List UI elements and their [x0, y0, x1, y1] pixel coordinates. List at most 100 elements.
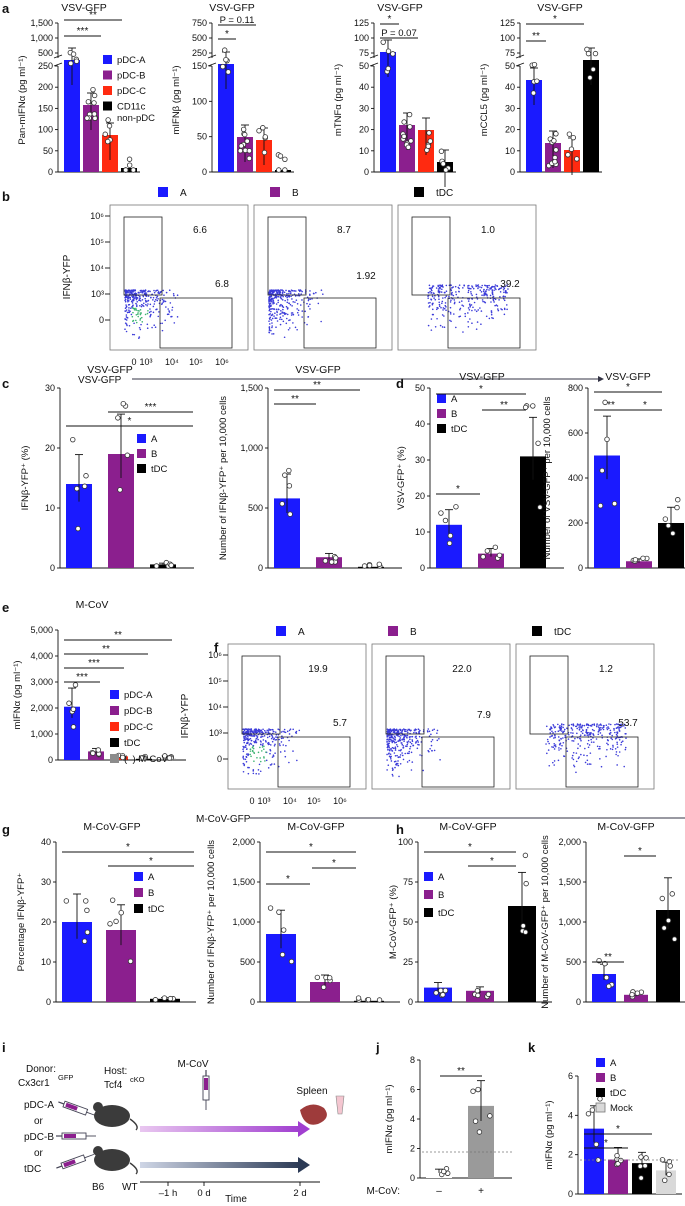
scatter-point: [397, 760, 399, 762]
scatter-point: [243, 764, 246, 767]
significance-label: P = 0.07: [381, 28, 416, 39]
scatter-point: [613, 729, 615, 731]
scatter-point: [304, 310, 306, 313]
scatter-point: [439, 290, 441, 293]
scatter-point: [245, 760, 248, 763]
scatter-point: [315, 291, 317, 294]
scatter-point: [242, 728, 245, 731]
data-point: [279, 951, 286, 958]
scatter-point: [502, 298, 505, 300]
scatter-point: [453, 302, 456, 305]
scatter-point: [414, 728, 417, 731]
y-tick-label: 30: [415, 455, 425, 465]
scatter-point: [616, 764, 618, 766]
x-axis-label: M-CoV-GFP: [196, 814, 251, 825]
scatter-point: [562, 723, 565, 726]
legend-swatch: [424, 908, 433, 917]
scatter-point: [489, 288, 492, 290]
y-axis-label: Pan-mIFNα (pg ml⁻¹): [17, 55, 28, 144]
scatter-point: [615, 737, 618, 739]
scatter-point: [256, 736, 259, 739]
scatter-point: [125, 330, 128, 333]
y-tick-label: 30: [45, 383, 55, 393]
scatter-point: [169, 302, 172, 304]
scatter-point: [406, 731, 409, 734]
scatter-point: [248, 744, 251, 746]
scatter-point: [550, 727, 553, 730]
y-tick-label: 10: [505, 146, 515, 156]
y-tick-label: 0: [578, 563, 583, 573]
data-point: [441, 1168, 447, 1175]
gate-lower: [159, 297, 233, 349]
scatter-point: [453, 299, 456, 301]
data-point: [440, 992, 446, 998]
scatter-point: [289, 292, 292, 295]
chart-title: VSV-GFP: [87, 364, 133, 376]
scatter-point: [307, 305, 310, 308]
scatter-point: [273, 737, 275, 740]
scatter-point: [124, 289, 127, 292]
scatter-point: [127, 295, 130, 298]
legend-swatch: [110, 690, 119, 699]
scatter-point: [135, 307, 137, 310]
scatter-point: [131, 315, 134, 318]
scatter-point: [131, 296, 134, 299]
scatter-point: [441, 284, 444, 286]
scatter-point: [579, 734, 582, 736]
scatter-point: [252, 731, 255, 734]
data-point: [401, 133, 407, 140]
data-point: [592, 50, 599, 57]
syringe-fill: [204, 1078, 208, 1090]
data-point: [126, 162, 133, 168]
scatter-point: [593, 741, 595, 743]
scatter-point: [403, 740, 405, 742]
scatter-point: [294, 301, 296, 303]
scatter-point: [147, 290, 149, 293]
scatter-point: [564, 736, 566, 739]
scatter-point: [173, 322, 176, 324]
scatter-point: [398, 735, 400, 738]
legend-label: B: [292, 188, 299, 199]
significance-label: ***: [88, 658, 100, 669]
scatter-point: [442, 307, 445, 309]
scatter-point: [417, 728, 420, 731]
scatter-point: [476, 321, 479, 323]
scatter-point: [500, 287, 503, 289]
legend-label: A: [610, 1058, 617, 1069]
legend-label: CD11c: [117, 102, 146, 113]
scatter-point: [131, 333, 134, 336]
scatter-point: [408, 759, 411, 762]
scatter-points: [242, 728, 301, 775]
y-axis-label: Number of IFNβ-YFP⁺ per 10,000 cells: [206, 840, 217, 1004]
legend-label: B: [148, 888, 154, 899]
scatter-point: [258, 773, 260, 775]
scatter-point: [480, 310, 483, 312]
bar: [316, 557, 342, 568]
y-tick-label: 30: [359, 103, 369, 113]
scatter-point: [571, 729, 574, 731]
scatter-point: [468, 298, 470, 300]
legend-swatch: [134, 904, 143, 913]
x-category: +: [478, 1186, 484, 1197]
y-tick-label: 100: [398, 837, 413, 847]
data-point: [123, 167, 129, 173]
scatter-point: [409, 741, 412, 744]
scatter-point: [153, 303, 156, 305]
scatter-point: [287, 290, 290, 293]
data-point: [237, 148, 244, 154]
scatter-point: [259, 757, 261, 759]
legend-swatch: [103, 86, 112, 95]
scatter-point: [386, 743, 389, 746]
scatter-point: [146, 312, 149, 315]
scatter-point: [607, 743, 609, 746]
scatter-point: [269, 302, 272, 305]
scatter-point: [153, 324, 156, 327]
scatter-point: [490, 310, 493, 312]
scatter-point: [259, 746, 261, 749]
data-point: [282, 167, 288, 173]
scatter-point: [549, 732, 552, 734]
data-point: [161, 995, 168, 1001]
scatter-point: [291, 289, 294, 292]
scatter-point: [398, 775, 400, 778]
